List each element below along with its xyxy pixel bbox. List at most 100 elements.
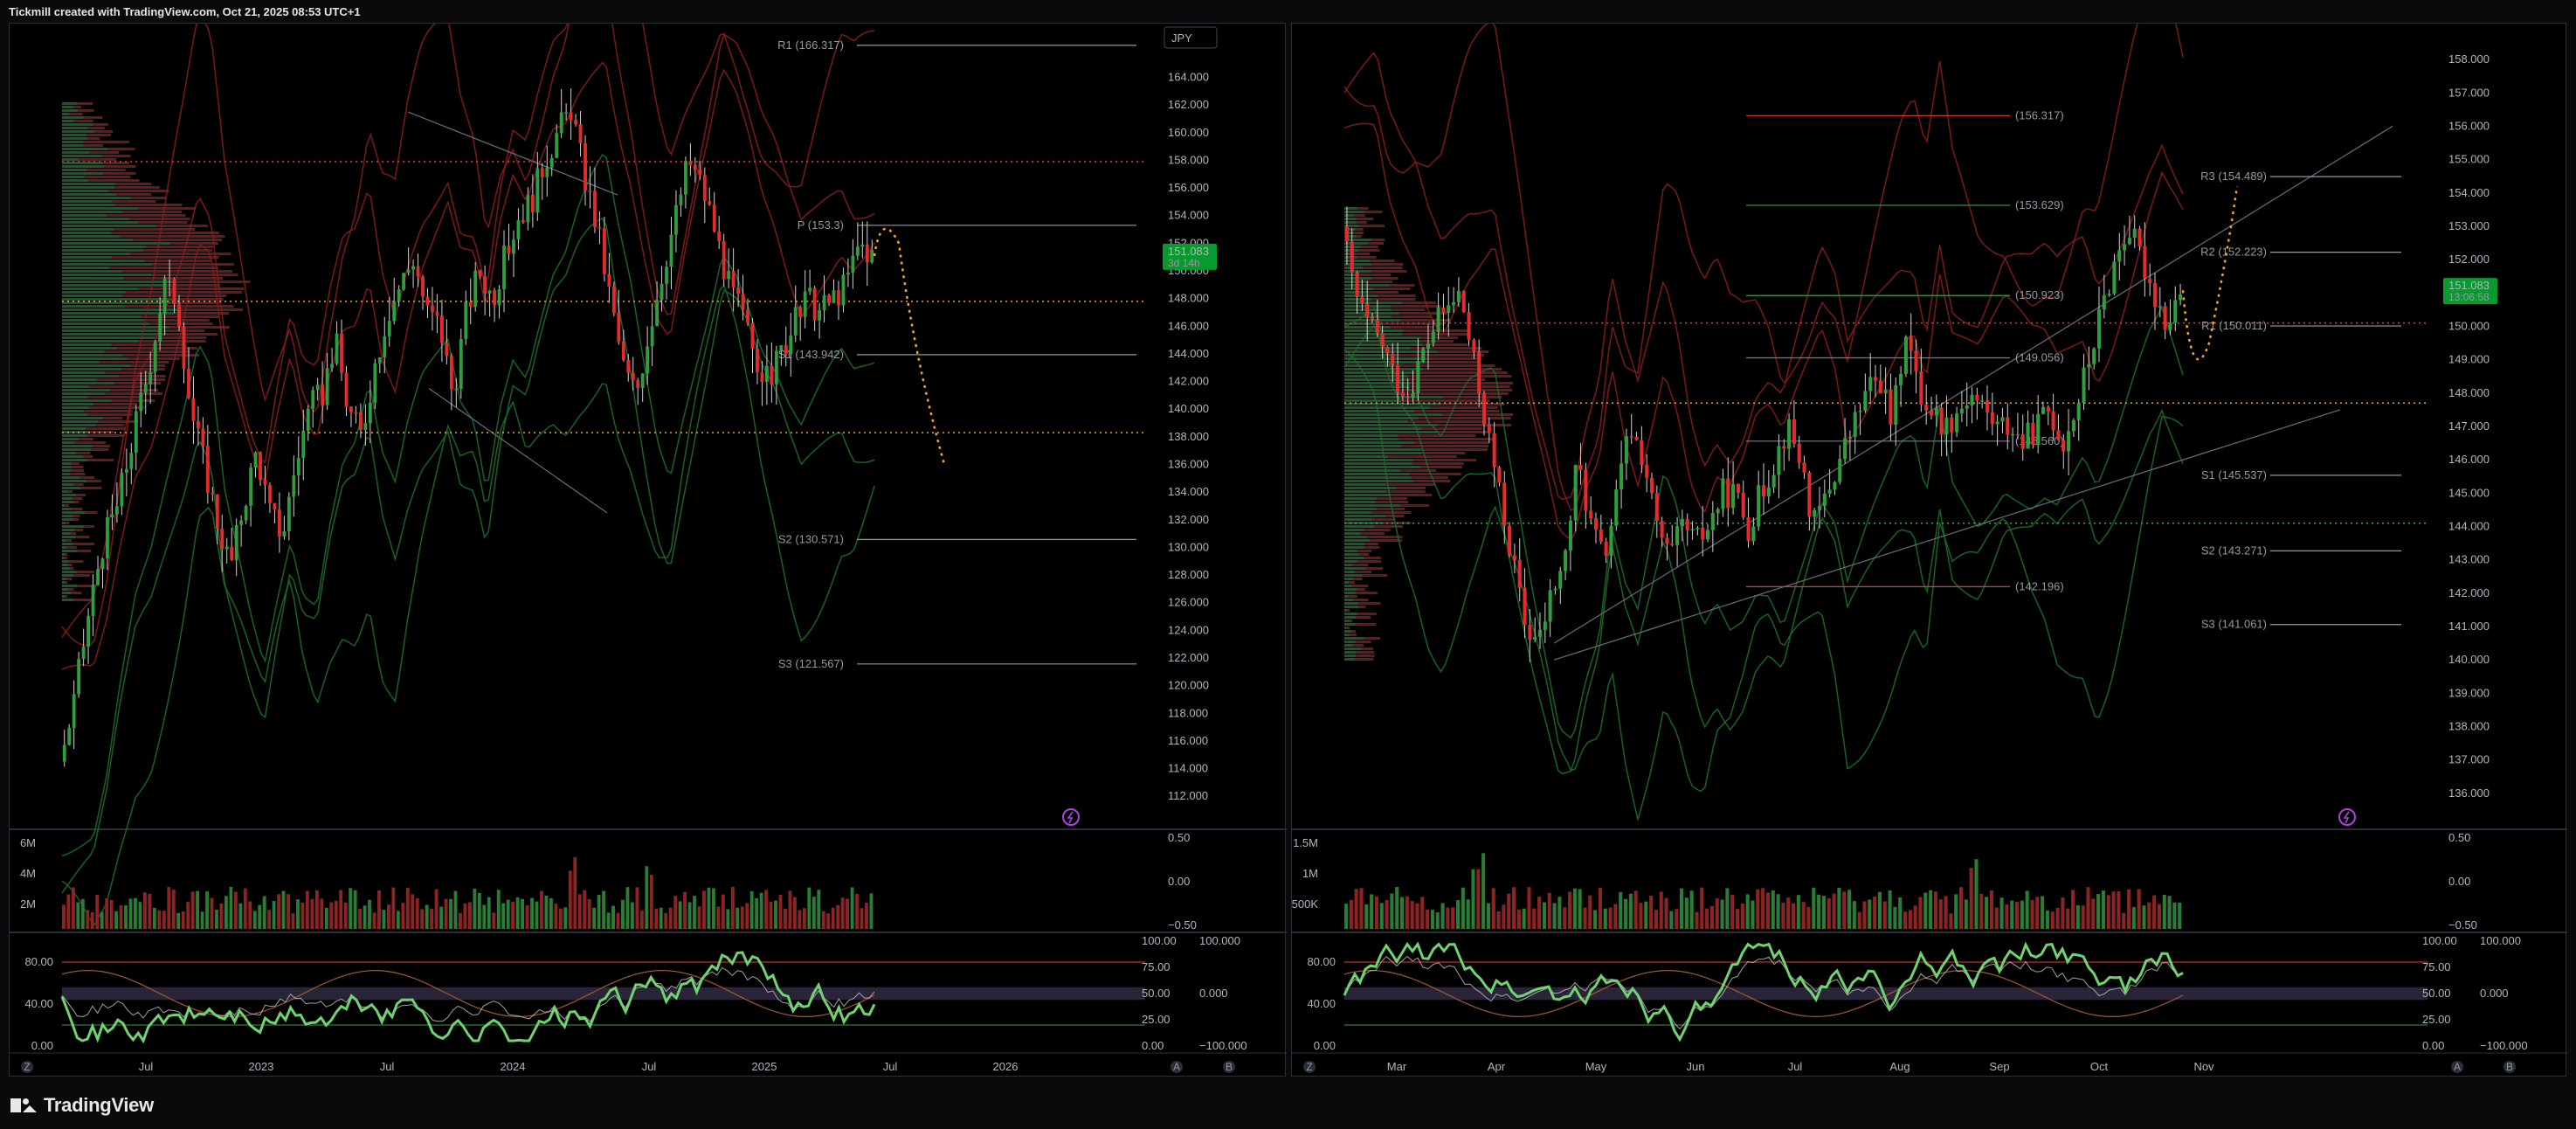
candle-body[interactable] xyxy=(483,276,487,294)
candle-body[interactable] xyxy=(1970,394,1974,406)
candle-body[interactable] xyxy=(841,274,846,306)
candle-body[interactable] xyxy=(1670,544,1675,545)
candle-body[interactable] xyxy=(512,239,515,254)
candle-body[interactable] xyxy=(1564,550,1568,571)
candle-body[interactable] xyxy=(2163,306,2167,330)
trend-channel-line[interactable] xyxy=(407,111,618,196)
candle-body[interactable] xyxy=(1497,467,1502,483)
candle-body[interactable] xyxy=(1431,331,1435,343)
candle-body[interactable] xyxy=(1568,520,1572,551)
candle-body[interactable] xyxy=(1878,380,1882,394)
candle-body[interactable] xyxy=(143,384,148,393)
candle-body[interactable] xyxy=(540,168,544,177)
candle-body[interactable] xyxy=(837,290,840,306)
candle-body[interactable] xyxy=(822,294,826,310)
candle-body[interactable] xyxy=(1731,483,1736,509)
candle-body[interactable] xyxy=(1807,472,1812,517)
candle-body[interactable] xyxy=(1889,389,1893,425)
candle-body[interactable] xyxy=(296,458,300,475)
candle-body[interactable] xyxy=(1802,462,1806,473)
candle-body[interactable] xyxy=(1909,336,1913,351)
candle-body[interactable] xyxy=(764,365,769,382)
candle-body[interactable] xyxy=(1955,413,1959,433)
candle-body[interactable] xyxy=(574,120,578,125)
candle-body[interactable] xyxy=(153,341,157,372)
candle-body[interactable] xyxy=(2051,411,2055,431)
candle-body[interactable] xyxy=(1558,571,1563,589)
candle-body[interactable] xyxy=(2015,433,2020,436)
candle-body[interactable] xyxy=(1481,392,1487,425)
candle-body[interactable] xyxy=(1701,527,1705,540)
candle-body[interactable] xyxy=(1777,446,1781,475)
candle-body[interactable] xyxy=(493,290,497,305)
candle-body[interactable] xyxy=(253,452,258,468)
candle-body[interactable] xyxy=(244,505,248,521)
candle-body[interactable] xyxy=(134,411,138,454)
candle-body[interactable] xyxy=(860,244,865,247)
candle-body[interactable] xyxy=(1400,391,1405,397)
candle-body[interactable] xyxy=(1792,419,1796,444)
candle-body[interactable] xyxy=(1990,412,1994,425)
chart-panel-left[interactable]: R1 (166.317) P (153.3) S1 (143.942) S2 (130… xyxy=(9,23,1287,1077)
candle-body[interactable] xyxy=(2046,406,2050,412)
candle-body[interactable] xyxy=(1853,412,1857,438)
candle-body[interactable] xyxy=(464,301,468,339)
candle-body[interactable] xyxy=(1619,463,1624,490)
candle-body[interactable] xyxy=(421,276,425,297)
candle-body[interactable] xyxy=(793,307,798,336)
candle-body[interactable] xyxy=(555,133,559,158)
candle-body[interactable] xyxy=(1375,319,1379,334)
candle-body[interactable] xyxy=(1894,384,1898,425)
candle-body[interactable] xyxy=(148,371,153,384)
candle-body[interactable] xyxy=(205,446,210,493)
candle-body[interactable] xyxy=(263,480,267,485)
candle-body[interactable] xyxy=(1965,405,1969,409)
candle-body[interactable] xyxy=(1914,350,1918,371)
candle-body[interactable] xyxy=(1593,517,1599,530)
candle-body[interactable] xyxy=(756,349,759,373)
tradingview-logo[interactable]: TradingView xyxy=(10,1094,154,1117)
candle-body[interactable] xyxy=(368,402,372,424)
candle-body[interactable] xyxy=(120,472,124,507)
candle-body[interactable] xyxy=(2143,246,2147,279)
candle-body[interactable] xyxy=(530,194,535,213)
candle-body[interactable] xyxy=(2082,367,2086,403)
candle-body[interactable] xyxy=(1833,481,1837,490)
candle-body[interactable] xyxy=(1757,485,1761,527)
candle-body[interactable] xyxy=(1492,433,1496,468)
candle-body[interactable] xyxy=(1822,493,1827,507)
candle-body[interactable] xyxy=(234,524,238,560)
candle-body[interactable] xyxy=(2067,431,2071,452)
candle-body[interactable] xyxy=(846,273,850,275)
candle-body[interactable] xyxy=(354,412,358,414)
candle-body[interactable] xyxy=(259,452,262,481)
candle-body[interactable] xyxy=(1863,391,1868,411)
candle-body[interactable] xyxy=(439,315,444,343)
candle-body[interactable] xyxy=(2127,238,2131,245)
candle-body[interactable] xyxy=(383,336,387,357)
candle-body[interactable] xyxy=(2117,250,2122,262)
candle-body[interactable] xyxy=(578,124,583,143)
candle-body[interactable] xyxy=(1726,478,1730,509)
candle-body[interactable] xyxy=(1508,525,1512,556)
candle-body[interactable] xyxy=(832,290,836,303)
candle-body[interactable] xyxy=(1980,400,1985,402)
candle-body[interactable] xyxy=(559,112,563,134)
candle-body[interactable] xyxy=(100,558,105,570)
candle-body[interactable] xyxy=(683,161,687,195)
candle-body[interactable] xyxy=(1624,436,1628,464)
candle-body[interactable] xyxy=(2087,364,2091,368)
candle-body[interactable] xyxy=(1604,541,1608,557)
candle-body[interactable] xyxy=(646,346,650,374)
candle-body[interactable] xyxy=(277,509,281,537)
projection-arrow[interactable] xyxy=(873,227,946,465)
candle-body[interactable] xyxy=(273,502,277,510)
candle-body[interactable] xyxy=(597,226,602,229)
currency-badge[interactable] xyxy=(1164,26,1218,49)
candle-body[interactable] xyxy=(865,244,869,263)
candle-body[interactable] xyxy=(1537,629,1543,637)
lightning-icon[interactable] xyxy=(1062,808,1080,826)
candle-body[interactable] xyxy=(784,345,788,355)
candle-body[interactable] xyxy=(1645,465,1649,478)
candle-body[interactable] xyxy=(1512,555,1516,560)
